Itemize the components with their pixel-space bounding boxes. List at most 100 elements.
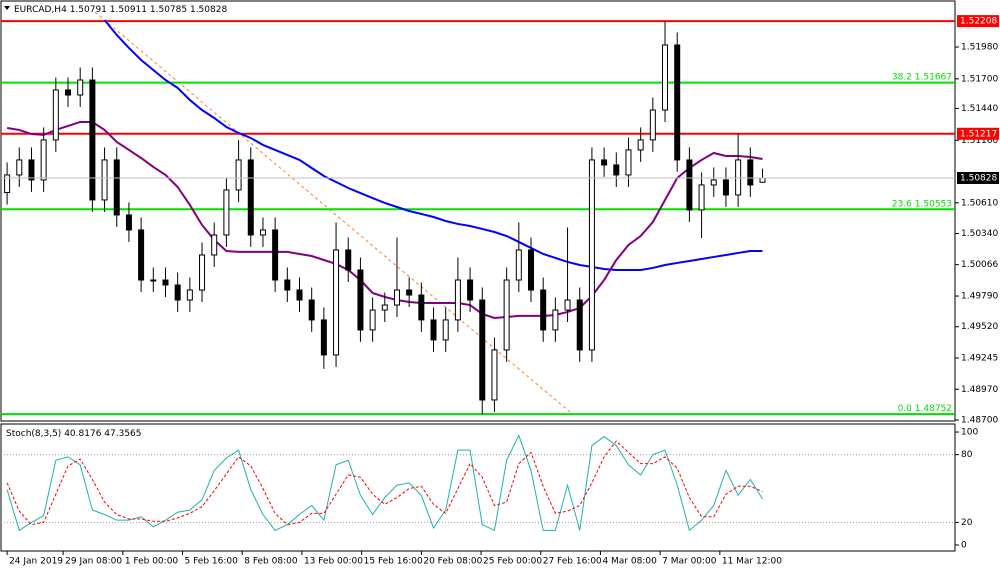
candle-body [345,249,352,271]
candle-body [284,279,291,291]
trend-line [94,11,571,413]
candle-body [540,289,547,331]
moving-average [103,19,763,272]
candle-body [223,189,230,236]
candle-body [247,159,254,236]
fib-level: 23.6 [892,199,912,209]
stoch-y-tick-label: 20 [961,518,973,528]
y-tick-label: 1.51440 [961,104,998,114]
candle-body [259,229,266,236]
stoch-line [6,440,763,526]
candle-body [637,139,644,151]
candle-body [52,89,59,141]
candle-body [710,179,717,186]
candle-body [150,279,157,282]
x-tick-label: 1 Feb 00:00 [125,557,179,567]
x-tick-label: 4 Mar 08:00 [602,557,657,567]
candle-body [479,299,486,401]
y-tick-label: 1.50340 [961,229,998,239]
candle-body [308,299,315,321]
candle-body [686,159,693,211]
candle-body [393,289,400,306]
fib-label: 23.6 1.50553 [892,199,952,209]
x-tick-label: 11 Mar 12:00 [722,557,782,567]
candle-body [662,44,669,111]
stoch-y-tick-label: 80 [961,450,973,460]
x-tick-label: 20 Feb 08:00 [423,557,482,567]
candle-body [515,249,522,281]
x-tick-label: 13 Feb 00:00 [304,557,363,567]
candle-body [418,294,425,321]
current-price-label: 1.50828 [960,174,997,184]
candle-body [16,159,23,176]
x-tick-label: 15 Feb 16:00 [364,557,423,567]
x-tick-label: 27 Feb 16:00 [543,557,602,567]
candle-body [101,159,108,201]
stoch-y-tick-label: 0 [961,541,967,551]
y-tick-label: 1.49790 [961,292,998,302]
candle-body [735,159,742,196]
candle-body [186,289,193,301]
x-tick-label: 8 Feb 08:00 [244,557,298,567]
header-close: 1.50828 [190,5,227,15]
y-tick-label: 1.50610 [961,198,998,208]
candle-body [28,159,35,181]
candle-body [747,159,754,186]
candle-body [162,279,169,286]
candle-body [138,229,145,281]
candle-body [613,164,620,176]
y-tick-label: 1.51700 [961,74,998,84]
candle-body [320,319,327,356]
candle-body [588,159,595,351]
candle-body [211,234,218,256]
stoch-main-value: 40.8176 [64,429,101,439]
price-box-label: 1.52208 [960,17,997,27]
candle-body [4,174,11,194]
candle-body [467,279,474,301]
candle-body [113,159,120,216]
x-tick-label: 29 Jan 08:00 [65,557,122,567]
candle-body [381,304,388,311]
y-tick-label: 1.49520 [961,322,998,332]
candle-body [296,289,303,301]
menu-arrow [4,6,10,10]
fib-label: 0.0 1.48752 [898,404,952,414]
candle-body [357,269,364,331]
candle-body [576,299,583,351]
candle-body [552,309,559,331]
candle-body [601,159,608,166]
header-high: 1.50911 [110,5,147,15]
candle-body [235,159,242,191]
y-tick-label: 1.48970 [961,385,998,395]
fib-level: 0.0 [898,404,913,414]
x-tick-label: 24 Jan 2019 [9,557,63,567]
x-tick-label: 5 Feb 16:00 [185,557,239,567]
candle-body [369,309,376,331]
candle-body [442,319,449,341]
candle-body [649,109,656,141]
fib-price: 1.50553 [915,199,952,209]
price-box [957,15,999,28]
stoch-signal-value: 47.3565 [104,429,141,439]
candle-body [199,254,206,291]
chart-header: EURCAD,H4 1.50791 1.50911 1.50785 1.5082… [14,5,227,15]
fib-level: 38.2 [892,72,912,82]
candle-body [625,149,632,176]
fib-price: 1.48752 [915,404,952,414]
candle-body [333,249,340,356]
stoch-title: Stoch(8,3,5) [6,429,61,439]
stoch-panel [0,423,956,552]
candle-body [759,177,766,183]
candle-body [174,284,181,301]
current-price-box [957,172,999,185]
candle-body [89,79,96,201]
fib-price: 1.51667 [915,72,952,82]
y-tick-label: 1.49245 [961,354,998,364]
y-tick-label: 1.48700 [961,415,998,425]
candle-body [125,214,132,231]
candle-body [272,229,279,281]
candle-body [528,249,534,291]
y-tick-label: 1.51980 [961,43,998,53]
